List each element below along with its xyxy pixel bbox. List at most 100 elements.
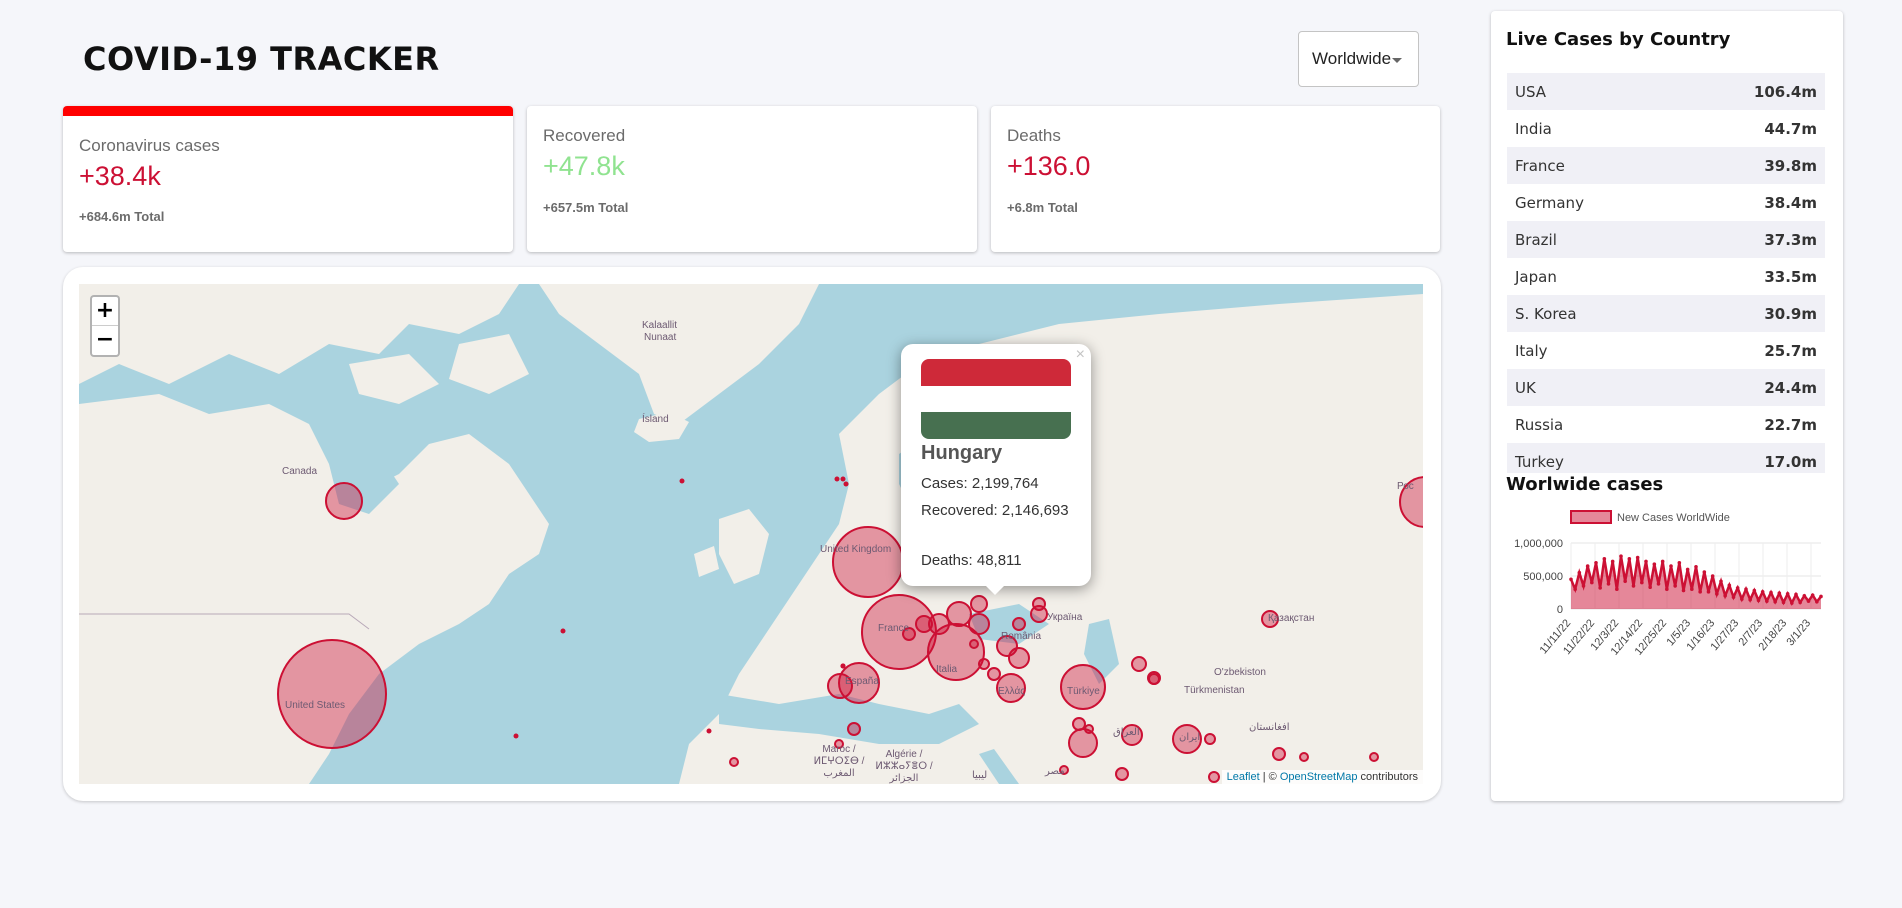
case-circle[interactable] (927, 623, 985, 681)
case-dot[interactable] (513, 733, 519, 739)
case-dot[interactable] (706, 728, 712, 734)
case-circle[interactable] (325, 482, 363, 520)
series-point (1719, 579, 1723, 584)
case-dot[interactable] (840, 663, 846, 669)
case-circle[interactable] (1369, 752, 1379, 762)
case-circle[interactable] (834, 739, 844, 749)
case-circle[interactable] (946, 601, 972, 627)
case-circle[interactable] (1208, 771, 1220, 783)
country-table[interactable]: USA 106.4m India 44.7m France 39.8m Germany 38.… (1507, 73, 1825, 473)
country-name: USA (1515, 82, 1547, 101)
map-label-nunaat: Nunaat (644, 332, 677, 343)
case-circle[interactable] (1008, 647, 1030, 669)
country-row[interactable]: Russia 22.7m (1507, 406, 1825, 443)
country-select[interactable]: Worldwide (1298, 31, 1419, 87)
series-point (1673, 584, 1677, 588)
series-point (1594, 561, 1598, 565)
case-circle[interactable] (1148, 673, 1160, 685)
cases-card[interactable]: Coronavirus cases +38.4k +684.6m Total (63, 106, 513, 252)
case-circle[interactable] (1261, 610, 1279, 628)
case-circle[interactable] (1012, 617, 1026, 631)
series-point (1765, 599, 1769, 603)
case-circle[interactable] (902, 627, 916, 641)
country-row[interactable]: Japan 33.5m (1507, 258, 1825, 295)
map-label-ellas: Ελλάς (998, 686, 1026, 697)
case-circle[interactable] (1060, 664, 1106, 710)
leaflet-link[interactable]: Leaflet (1226, 771, 1260, 783)
country-cases: 106.4m (1753, 82, 1817, 101)
series-point (1752, 588, 1757, 593)
country-row[interactable]: S. Korea 30.9m (1507, 295, 1825, 332)
series-point (1781, 600, 1786, 605)
case-circle[interactable] (928, 613, 950, 635)
case-circle[interactable] (1272, 747, 1286, 761)
series-point (1727, 583, 1732, 588)
case-circle[interactable] (987, 667, 1001, 681)
series-point (1631, 584, 1636, 588)
deaths-card[interactable]: Deaths +136.0 +6.8m Total (991, 106, 1440, 252)
case-dot[interactable] (840, 476, 846, 482)
case-circle[interactable] (996, 673, 1026, 703)
series-point (1769, 590, 1773, 595)
map-label-canada: Canada (282, 466, 318, 477)
country-row[interactable]: USA 106.4m (1507, 73, 1825, 110)
case-circle[interactable] (1059, 765, 1069, 775)
recovered-card-total: +657.5m Total (543, 200, 629, 215)
y-tick-label: 0 (1557, 604, 1563, 616)
case-circle[interactable] (729, 757, 739, 767)
case-circle[interactable] (827, 673, 853, 699)
case-circle[interactable] (969, 639, 979, 649)
case-circle[interactable] (1032, 597, 1046, 611)
case-dot[interactable] (679, 478, 685, 484)
country-row[interactable]: France 39.8m (1507, 147, 1825, 184)
case-dot[interactable] (843, 481, 849, 487)
country-row[interactable]: India 44.7m (1507, 110, 1825, 147)
case-circle[interactable] (1204, 733, 1216, 745)
country-name: Japan (1515, 267, 1557, 286)
country-name: France (1515, 156, 1565, 175)
country-name: India (1515, 119, 1552, 138)
country-row[interactable]: Italy 25.7m (1507, 332, 1825, 369)
country-name: Russia (1515, 415, 1564, 434)
case-circle[interactable] (1121, 724, 1143, 746)
case-circle[interactable] (970, 595, 988, 613)
country-row[interactable]: Germany 38.4m (1507, 184, 1825, 221)
case-circle[interactable] (277, 639, 387, 749)
series-area (1571, 556, 1821, 609)
case-circle[interactable] (1068, 728, 1098, 758)
case-circle[interactable] (978, 658, 990, 670)
country-name: Germany (1515, 193, 1584, 212)
country-row[interactable]: UK 24.4m (1507, 369, 1825, 406)
popup-close-icon[interactable]: × (1075, 346, 1085, 363)
recovered-card[interactable]: Recovered +47.8k +657.5m Total (527, 106, 977, 252)
country-cases: 24.4m (1764, 378, 1817, 397)
cases-card-title: Coronavirus cases (79, 136, 220, 155)
zoom-in-button[interactable]: + (92, 297, 118, 326)
country-row[interactable]: Brazil 37.3m (1507, 221, 1825, 258)
zoom-out-button[interactable]: − (95, 327, 115, 352)
case-circle[interactable] (915, 615, 933, 633)
case-circle[interactable] (1131, 656, 1147, 672)
case-circle[interactable] (1172, 724, 1202, 754)
country-row[interactable]: Turkey 17.0m (1507, 443, 1825, 473)
country-name: UK (1515, 378, 1536, 397)
case-dot[interactable] (560, 628, 566, 634)
case-circle[interactable] (1072, 717, 1086, 731)
case-circle[interactable] (1084, 724, 1094, 734)
case-circle[interactable] (1030, 605, 1048, 623)
osm-link[interactable]: OpenStreetMap (1279, 771, 1358, 783)
case-dot[interactable] (834, 476, 840, 482)
map-label-kalaallit: Kalaallit (642, 320, 678, 331)
country-cases: 37.3m (1764, 230, 1817, 249)
case-circle[interactable] (832, 526, 904, 598)
case-circle[interactable] (968, 613, 990, 635)
case-circle[interactable] (1299, 752, 1309, 762)
world-map[interactable]: Kalaallit Nunaat Ísland Canada United Ki… (79, 284, 1423, 784)
case-circle[interactable] (1115, 767, 1129, 781)
case-circle[interactable] (847, 722, 861, 736)
series-point (1602, 557, 1607, 561)
series-point (1806, 599, 1811, 603)
series-point (1794, 592, 1798, 597)
map-label-uk: United Kingdom (820, 544, 892, 555)
case-circle[interactable] (1399, 476, 1423, 528)
